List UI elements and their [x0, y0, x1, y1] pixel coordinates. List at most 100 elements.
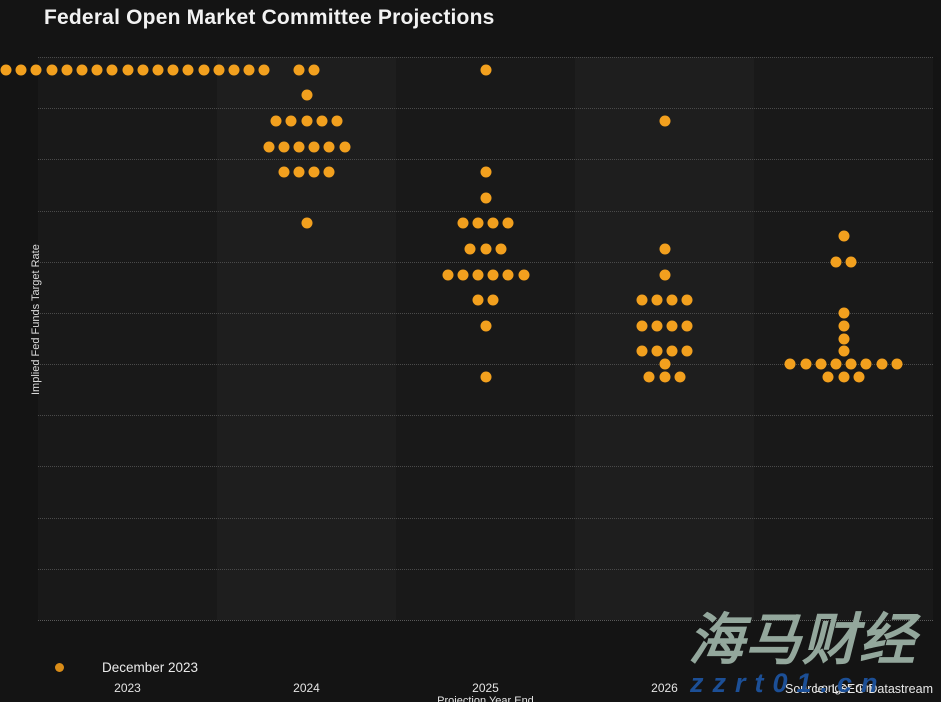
data-point	[91, 64, 103, 76]
data-point	[270, 115, 282, 127]
data-point	[480, 243, 491, 255]
data-point	[480, 64, 491, 76]
data-point	[838, 345, 849, 357]
data-point	[301, 217, 312, 229]
data-point	[495, 243, 507, 255]
data-point	[659, 371, 670, 383]
data-point	[198, 64, 209, 76]
data-point	[666, 294, 678, 306]
source-attribution: Source: LSEG Datastream	[785, 682, 933, 696]
data-point	[285, 115, 297, 127]
data-point	[674, 371, 686, 383]
y-axis-label: Implied Fed Funds Target Rate	[30, 244, 42, 395]
data-point	[784, 358, 796, 370]
data-point	[308, 141, 320, 153]
data-point	[30, 64, 42, 76]
data-point	[860, 358, 872, 370]
gridline	[38, 108, 933, 110]
x-axis-tick-label: 2026	[651, 681, 678, 695]
data-point	[15, 64, 27, 76]
data-point	[659, 269, 670, 281]
category-band	[575, 57, 754, 620]
data-point	[106, 64, 118, 76]
data-point	[213, 64, 225, 76]
data-point	[487, 217, 499, 229]
data-point	[487, 269, 499, 281]
data-point	[681, 294, 693, 306]
data-point	[659, 243, 670, 255]
data-point	[122, 64, 133, 76]
data-point	[301, 115, 312, 127]
data-point	[651, 345, 663, 357]
data-point	[838, 320, 849, 332]
gridline	[38, 364, 933, 366]
data-point	[876, 358, 887, 370]
category-band	[217, 57, 396, 620]
data-point	[258, 64, 270, 76]
data-point	[853, 371, 865, 383]
data-point	[651, 320, 663, 332]
gridline	[38, 415, 933, 417]
data-point	[76, 64, 88, 76]
data-point	[263, 141, 274, 153]
data-point	[845, 256, 857, 268]
gridline	[38, 568, 933, 570]
data-point	[331, 115, 343, 127]
data-point	[152, 64, 164, 76]
legend[interactable]: December 2023	[55, 660, 198, 675]
gridline	[38, 57, 933, 58]
x-axis-tick-label: 2024	[293, 681, 320, 695]
data-point	[61, 64, 73, 76]
data-point	[323, 166, 335, 178]
data-point	[643, 371, 655, 383]
data-point	[457, 217, 469, 229]
data-point	[339, 141, 350, 153]
data-point	[838, 230, 849, 242]
data-point	[480, 166, 491, 178]
data-point	[659, 115, 670, 127]
data-point	[480, 371, 491, 383]
data-point	[480, 320, 491, 332]
page-title: Federal Open Market Committee Projection…	[44, 6, 495, 29]
data-point	[323, 141, 335, 153]
data-point	[472, 294, 484, 306]
data-point	[308, 166, 320, 178]
data-point	[636, 320, 648, 332]
data-point	[301, 89, 312, 101]
data-point	[182, 64, 194, 76]
x-axis-label: Projection Year End	[437, 695, 534, 702]
data-point	[666, 320, 678, 332]
data-point	[457, 269, 469, 281]
data-point	[838, 371, 849, 383]
data-point	[167, 64, 179, 76]
data-point	[308, 64, 320, 76]
data-point	[137, 64, 149, 76]
data-point	[0, 64, 12, 76]
data-point	[681, 320, 693, 332]
data-point	[243, 64, 255, 76]
data-point	[293, 166, 305, 178]
data-point	[659, 358, 670, 370]
data-point	[293, 64, 305, 76]
x-axis-tick-label: 2025	[472, 681, 499, 695]
gridline	[38, 517, 933, 519]
data-point	[480, 192, 491, 204]
data-point	[487, 294, 499, 306]
data-point	[845, 358, 857, 370]
data-point	[636, 294, 648, 306]
data-point	[278, 141, 290, 153]
gridline	[38, 466, 933, 468]
data-point	[293, 141, 305, 153]
data-point	[681, 345, 693, 357]
data-point	[838, 307, 849, 319]
data-point	[502, 269, 514, 281]
data-point	[502, 217, 514, 229]
gridline	[38, 159, 933, 161]
plot-area: 0.00.51.01.52.02.53.03.54.04.55.05.5 202…	[0, 57, 933, 702]
data-point	[800, 358, 811, 370]
data-point	[228, 64, 240, 76]
data-point	[442, 269, 453, 281]
data-point	[316, 115, 328, 127]
data-point	[666, 345, 678, 357]
